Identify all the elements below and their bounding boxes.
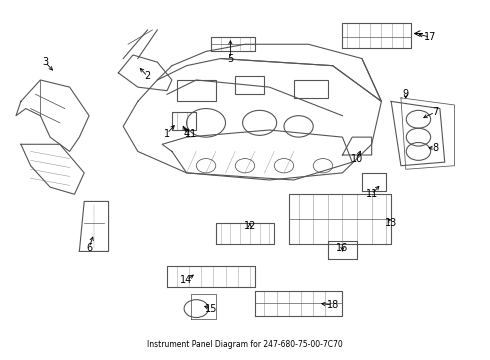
Text: 3: 3 [42, 57, 49, 67]
Text: 1: 1 [164, 129, 170, 139]
Bar [177, 80, 216, 102]
Text: Instrument Panel Diagram for 247-680-75-00-7C70: Instrument Panel Diagram for 247-680-75-… [147, 340, 343, 349]
Text: 5: 5 [227, 54, 234, 64]
Text: 14: 14 [180, 275, 193, 285]
Text: 12: 12 [244, 221, 256, 231]
Text: 2: 2 [145, 71, 151, 81]
Bar [235, 76, 265, 94]
Text: 11: 11 [366, 189, 378, 199]
Text: 4: 4 [183, 129, 190, 139]
Text: 11: 11 [185, 129, 197, 139]
Text: 10: 10 [351, 154, 363, 163]
Text: 15: 15 [205, 303, 217, 314]
Text: 8: 8 [432, 143, 438, 153]
Bar [294, 80, 328, 98]
Text: 13: 13 [385, 218, 397, 228]
Text: 9: 9 [403, 89, 409, 99]
Text: 7: 7 [432, 107, 438, 117]
Text: 18: 18 [326, 300, 339, 310]
Text: 17: 17 [424, 32, 436, 42]
Text: 16: 16 [336, 243, 348, 253]
Text: 6: 6 [86, 243, 92, 253]
